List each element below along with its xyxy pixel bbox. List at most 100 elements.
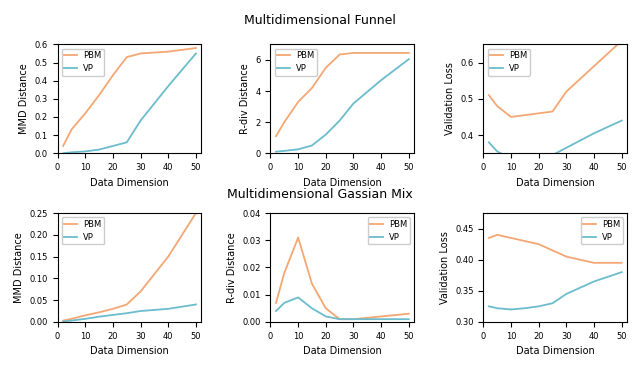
Line: VP: VP: [276, 59, 409, 152]
Y-axis label: R-div Distance: R-div Distance: [227, 232, 237, 303]
PBM: [192, 211, 200, 215]
PBM: [485, 236, 493, 240]
VP: [336, 118, 344, 123]
PBM: [272, 134, 280, 138]
VP: [192, 51, 200, 56]
Y-axis label: Validation Loss: Validation Loss: [445, 63, 455, 135]
Text: Multidimensional Funnel: Multidimensional Funnel: [244, 14, 396, 27]
Y-axis label: MMD Distance: MMD Distance: [19, 63, 29, 134]
VP: [81, 317, 89, 321]
PBM: [521, 113, 529, 117]
Legend: PBM, VP: PBM, VP: [580, 217, 623, 245]
VP: [405, 317, 413, 322]
VP: [60, 151, 67, 155]
VP: [192, 302, 200, 307]
PBM: [535, 111, 543, 115]
PBM: [164, 50, 172, 54]
VP: [405, 57, 413, 61]
VP: [272, 309, 280, 313]
VP: [507, 157, 515, 161]
PBM: [109, 307, 116, 311]
VP: [563, 292, 570, 296]
PBM: [308, 86, 316, 90]
PBM: [322, 306, 330, 310]
Line: PBM: PBM: [276, 53, 409, 136]
PBM: [95, 93, 103, 97]
PBM: [405, 312, 413, 316]
VP: [322, 132, 330, 137]
Legend: PBM, VP: PBM, VP: [368, 217, 410, 245]
PBM: [336, 52, 344, 57]
VP: [535, 155, 543, 159]
VP: [378, 317, 385, 322]
VP: [548, 301, 556, 306]
VP: [618, 118, 625, 123]
PBM: [308, 282, 316, 286]
VP: [308, 306, 316, 310]
PBM: [60, 318, 67, 323]
VP: [294, 147, 302, 152]
X-axis label: Data Dimension: Data Dimension: [90, 178, 169, 188]
VP: [280, 301, 288, 305]
Legend: PBM, VP: PBM, VP: [62, 48, 104, 76]
VP: [109, 144, 116, 148]
PBM: [618, 260, 625, 265]
X-axis label: Data Dimension: Data Dimension: [516, 178, 595, 188]
PBM: [68, 127, 76, 132]
Line: VP: VP: [489, 272, 621, 309]
VP: [68, 318, 76, 323]
PBM: [322, 65, 330, 70]
PBM: [521, 239, 529, 243]
Y-axis label: MMD Distance: MMD Distance: [14, 232, 24, 303]
VP: [349, 317, 357, 322]
X-axis label: Data Dimension: Data Dimension: [516, 346, 595, 356]
VP: [521, 306, 529, 310]
VP: [280, 149, 288, 153]
Legend: PBM, VP: PBM, VP: [275, 48, 317, 76]
PBM: [485, 93, 493, 97]
VP: [548, 153, 556, 157]
PBM: [68, 317, 76, 321]
PBM: [123, 55, 131, 59]
PBM: [349, 317, 357, 322]
VP: [109, 313, 116, 317]
Line: VP: VP: [489, 121, 621, 159]
PBM: [137, 289, 145, 294]
PBM: [81, 313, 89, 317]
PBM: [123, 302, 131, 307]
VP: [68, 150, 76, 155]
PBM: [294, 235, 302, 240]
VP: [535, 304, 543, 309]
VP: [308, 143, 316, 148]
X-axis label: Data Dimension: Data Dimension: [90, 346, 169, 356]
Legend: PBM, VP: PBM, VP: [62, 217, 104, 245]
VP: [81, 149, 89, 154]
VP: [485, 304, 493, 309]
X-axis label: Data Dimension: Data Dimension: [303, 178, 382, 188]
PBM: [81, 111, 89, 115]
VP: [493, 149, 501, 154]
PBM: [95, 310, 103, 314]
PBM: [548, 248, 556, 253]
PBM: [280, 120, 288, 124]
PBM: [507, 236, 515, 240]
PBM: [272, 301, 280, 305]
Line: PBM: PBM: [489, 235, 621, 263]
VP: [378, 78, 385, 83]
Line: VP: VP: [276, 297, 409, 319]
VP: [123, 140, 131, 145]
PBM: [294, 100, 302, 104]
PBM: [548, 109, 556, 114]
VP: [485, 140, 493, 145]
PBM: [137, 51, 145, 56]
X-axis label: Data Dimension: Data Dimension: [303, 346, 382, 356]
PBM: [618, 38, 625, 43]
PBM: [507, 115, 515, 119]
VP: [60, 319, 67, 324]
PBM: [336, 317, 344, 322]
Legend: PBM, VP: PBM, VP: [488, 48, 530, 76]
VP: [123, 311, 131, 315]
PBM: [60, 144, 67, 148]
VP: [563, 145, 570, 150]
VP: [272, 149, 280, 154]
